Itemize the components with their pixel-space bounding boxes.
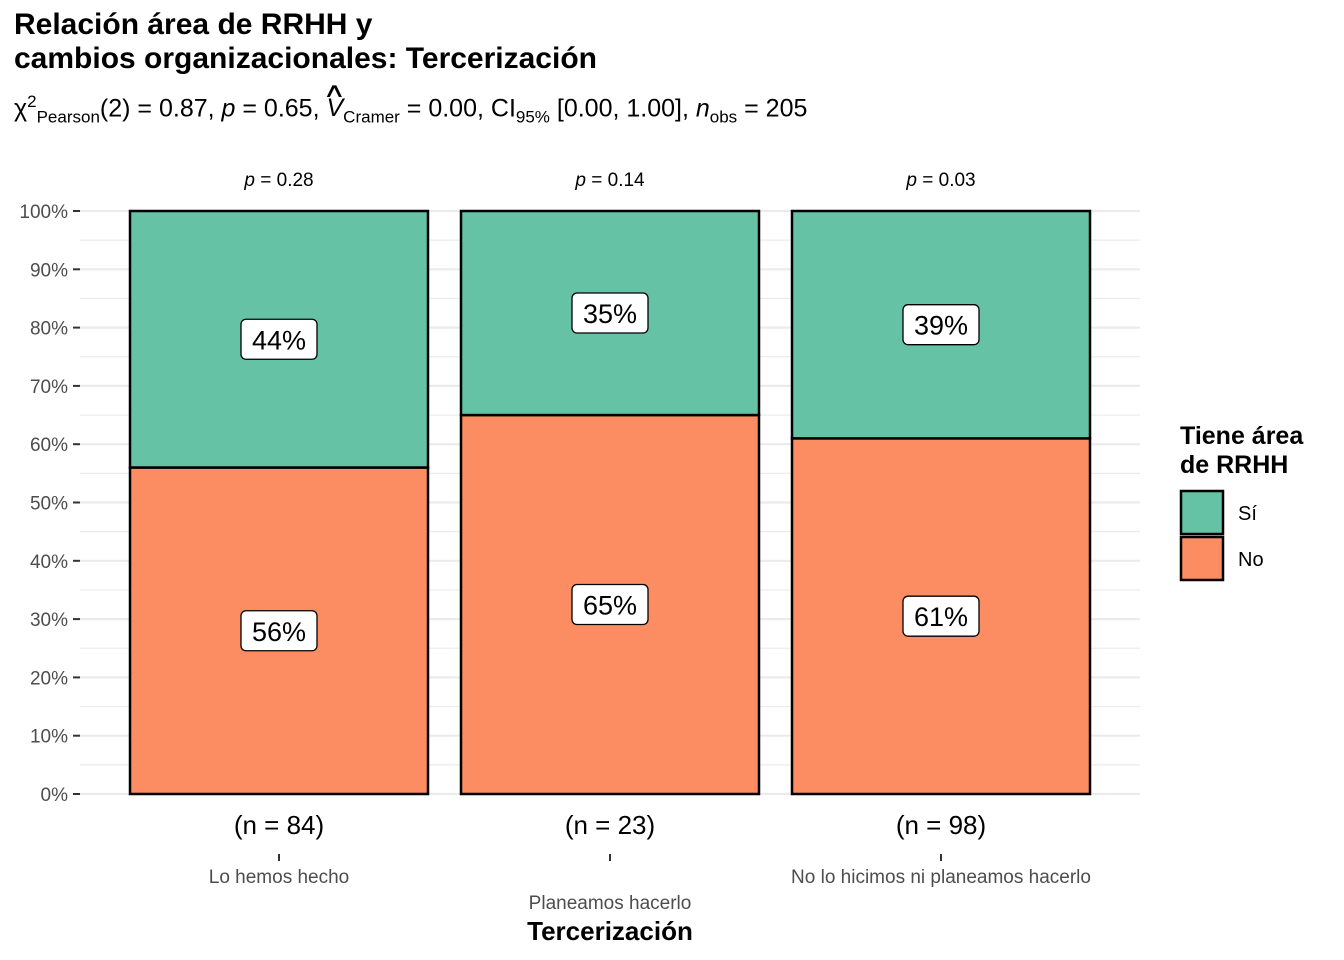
data-label-box [571,583,649,626]
legend-label-no: No [1238,549,1264,571]
y-tick-label: 70% [30,377,68,398]
data-label-box [240,610,318,652]
y-tick-label: 50% [30,494,68,515]
y-tick-label: 0% [41,785,69,806]
legend-key-si [1179,489,1225,536]
chart-title-line-1: Relación área de RRHH y [14,8,373,41]
v-value: = 0.00, CI [399,94,516,123]
data-label-text: 35% [583,299,637,329]
y-tick-label: 10% [30,727,68,748]
p-value-label: p = 0.03 [905,170,975,191]
chart-title-line-2: cambios organizacionales: Tercerización [14,42,597,75]
chi-subscript: Pearson [36,107,100,127]
data-label-text: 39% [914,311,968,341]
legend: Tiene área de RRHH Sí No [1179,422,1304,582]
ci-subscript: 95% [515,107,550,127]
x-tick-label: Planeamos hacerlo [529,893,692,914]
n-subscript: obs [709,107,738,127]
data-label: 35% [571,292,649,334]
x-tick-label: No lo hicimos ni planeamos hacerlo [791,867,1091,888]
y-tick-label: 40% [30,552,68,573]
n-value: = 205 [737,94,808,123]
count-label: (n = 98) [896,810,986,840]
count-label: (n = 84) [234,810,324,840]
y-tick-label: 80% [30,319,68,340]
y-tick-label: 30% [30,610,68,631]
count-label: (n = 23) [565,810,655,840]
x-axis-title: Tercerización [527,916,693,946]
y-tick-label: 20% [30,668,68,689]
legend-title-line-1: Tiene área [1180,422,1304,450]
v-subscript: Cramer [343,107,400,127]
data-label: 39% [902,304,980,346]
data-label: 61% [902,595,980,637]
chi-superscript: 2 [27,92,37,111]
chi-symbol: χ [14,94,28,123]
data-label: 44% [240,318,318,360]
chart-title: Relación área de RRHH y cambios organiza… [14,8,597,76]
data-label-box [571,292,649,334]
data-label-text: 65% [583,591,637,621]
data-label-box [240,318,318,360]
legend-key-no [1179,535,1225,582]
data-label-text: 61% [914,602,968,632]
data-label: 65% [571,583,649,626]
p-symbol: p [221,94,236,123]
chart-subtitle: χ2Pearson(2) = 0.87, p = 0.65, VCramer =… [14,92,807,127]
data-label-box [902,595,980,637]
data-label-text: 44% [252,325,306,355]
ci-value: [0.00, 1.00], [549,94,696,123]
axes-layer: 0% 10% 20% 30% 40% 50% 60% 70% 80% 90% 100% Lo hemo… [19,202,1091,914]
legend-title-line-2: de RRHH [1180,451,1288,479]
y-tick-label: 100% [19,202,68,223]
p-value: = 0.65, [235,94,327,123]
v-symbol: V [326,94,343,123]
y-tick-label: 90% [30,260,68,281]
p-value-label: p = 0.14 [574,170,645,191]
data-label-box [902,304,980,346]
y-tick-label: 60% [30,435,68,456]
legend-label-si: Sí [1238,503,1257,525]
labels-layer: 56% 44% p = 0.28 (n = 84) 65% 35% p = 0.14 (n =… [234,170,986,840]
data-label-text: 56% [252,617,306,647]
x-tick-label: Lo hemos hecho [209,867,350,888]
n-symbol: n [695,94,710,123]
data-label: 56% [240,610,318,652]
p-value-label: p = 0.28 [243,170,313,191]
chi-value: (2) = 0.87, [99,94,222,123]
